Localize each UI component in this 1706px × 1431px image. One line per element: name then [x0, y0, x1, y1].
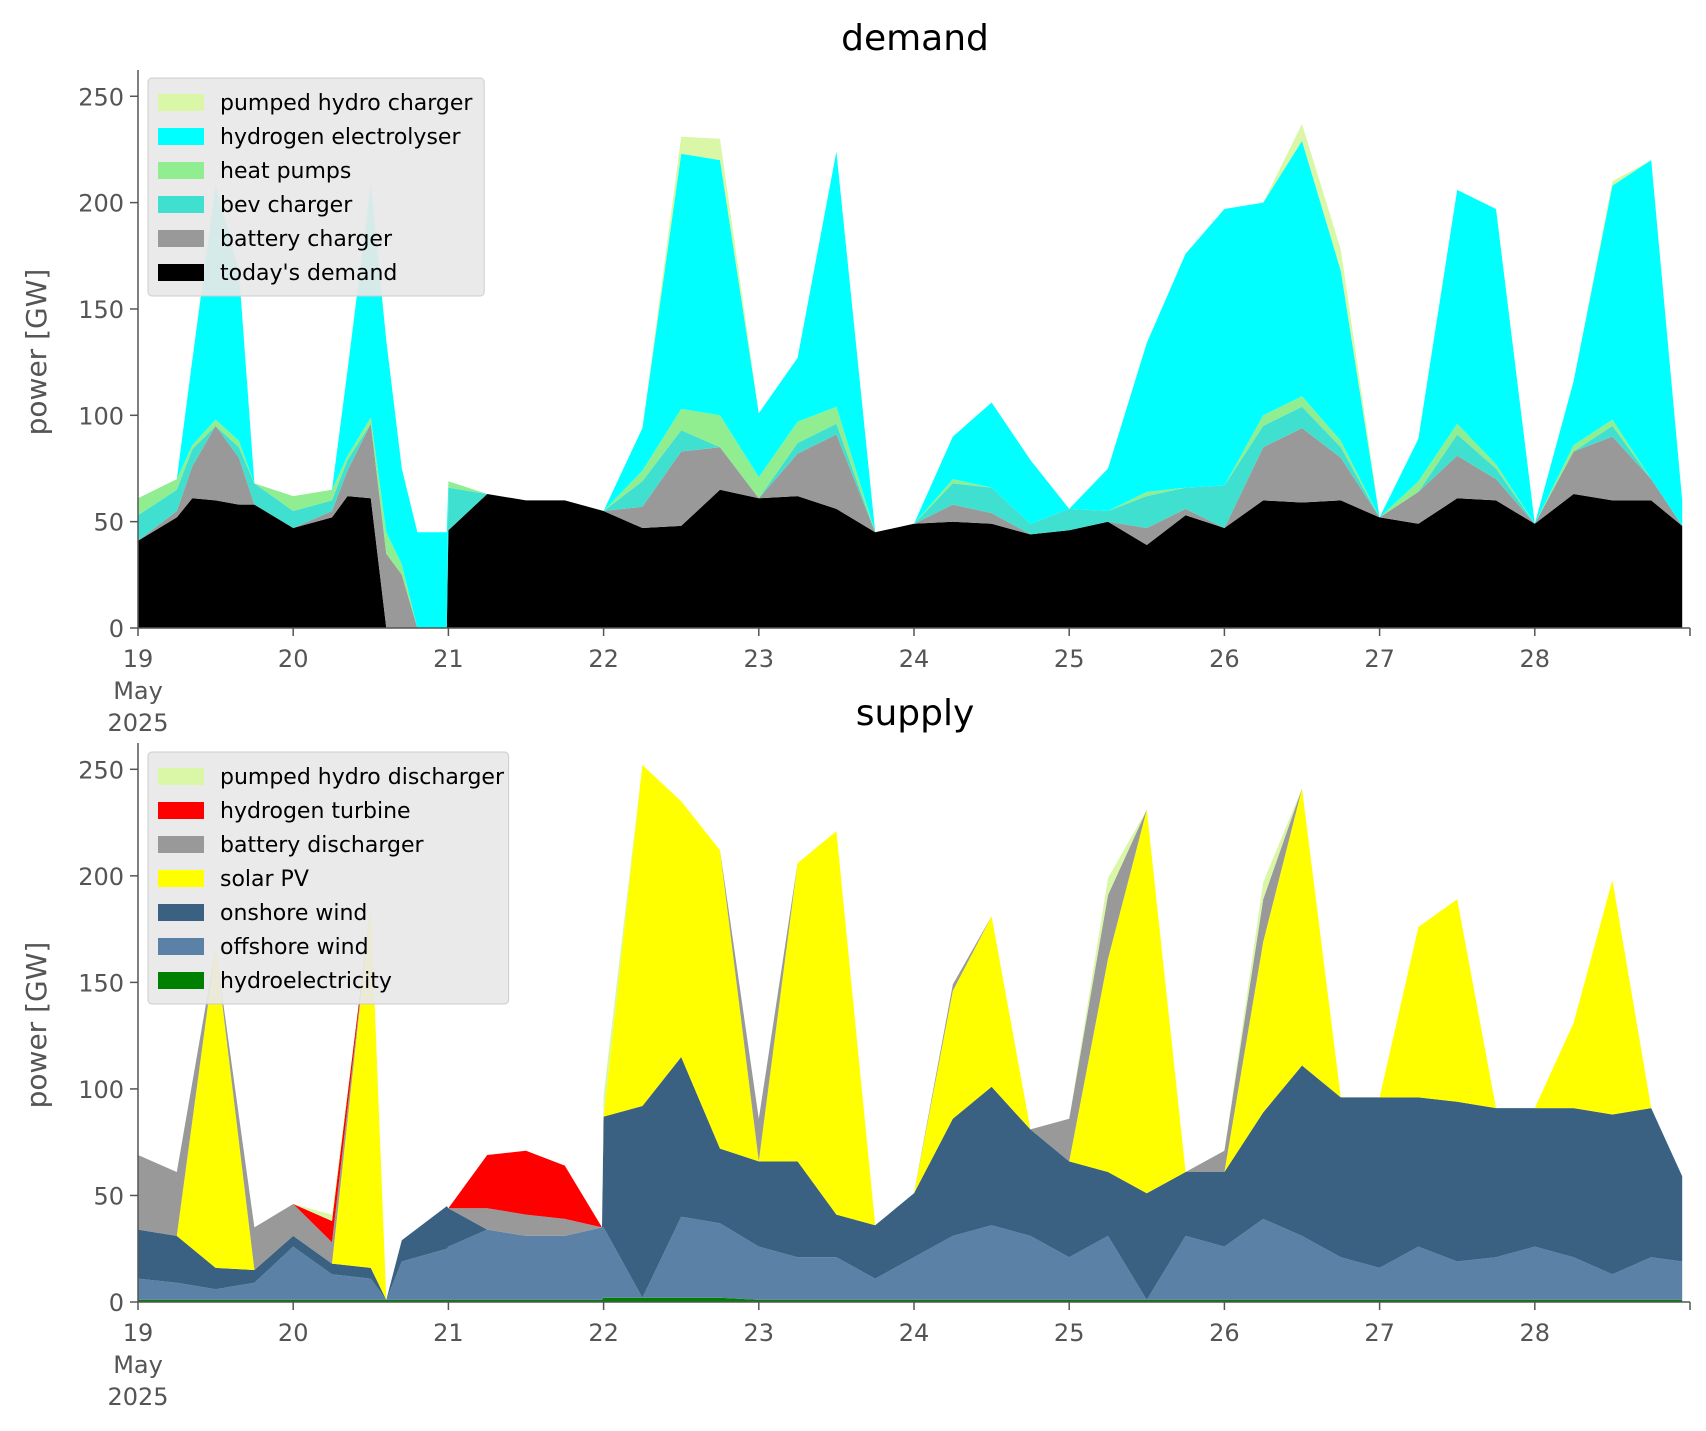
y-tick-label: 150: [78, 969, 124, 997]
legend-label-battery-discharger: battery discharger: [220, 833, 425, 858]
legend-label-pumped-hydro-charger: pumped hydro charger: [220, 91, 473, 116]
x-tick-label: 24: [899, 1319, 930, 1347]
x-tick-year: 2025: [107, 1383, 168, 1411]
legend-swatch-heat-pumps: [158, 162, 204, 179]
legend-swatch-hydrogen-turbine: [158, 802, 204, 819]
demand-panel: demand power [GW] 0 50 100 150 200 250 19 May 20…: [20, 18, 1691, 737]
supply-legend: pumped hydro discharger hydrogen turbine b…: [147, 751, 510, 1005]
legend-label-battery-charger: battery charger: [220, 227, 393, 252]
x-tick-label: 21: [433, 1319, 464, 1347]
legend-swatch-battery-charger: [158, 230, 204, 247]
y-tick-label: 150: [78, 296, 124, 324]
supply-panel: supply power [GW] 0 50 100 150 200 250 19 May 20…: [20, 693, 1691, 1411]
supply-chart-title: supply: [856, 693, 975, 734]
x-tick-label: 26: [1209, 1319, 1240, 1347]
y-tick-label: 250: [78, 83, 124, 111]
legend-label-bev-charger: bev charger: [220, 193, 353, 218]
x-tick-label: 25: [1054, 1319, 1085, 1347]
x-tick-label: 24: [899, 645, 930, 673]
x-tick-year: 2025: [107, 709, 168, 737]
x-tick-label: 22: [588, 1319, 619, 1347]
y-tick-label: 100: [78, 1076, 124, 1104]
x-tick-label: 25: [1054, 645, 1085, 673]
area-battery-charger: [138, 423, 1683, 628]
x-tick-month: May: [113, 677, 163, 705]
supply-areas: [138, 765, 1683, 1302]
y-tick-label: 100: [78, 402, 124, 430]
area-hydroelectricity: [138, 1297, 1683, 1302]
legend-label-offshore-wind: offshore wind: [220, 935, 369, 960]
demand-chart-title: demand: [841, 18, 989, 59]
y-tick-label: 200: [78, 190, 124, 218]
legend-label-solar-pv: solar PV: [220, 867, 309, 892]
x-tick-label: 28: [1520, 1319, 1551, 1347]
x-tick-month: May: [113, 1351, 163, 1379]
legend-swatch-hydroelectricity: [158, 972, 204, 989]
y-tick-label: 250: [78, 756, 124, 784]
demand-y-axis-label: power [GW]: [20, 269, 53, 436]
legend-swatch-hydrogen-electrolyser: [158, 128, 204, 145]
area-hydrogen-electrolyser: [138, 140, 1683, 628]
legend-label-heat-pumps: heat pumps: [220, 159, 351, 184]
area-hydrogen-turbine: [138, 765, 1683, 1300]
legend-swatch-bev-charger: [158, 196, 204, 213]
x-tick-label: 19: [123, 645, 154, 673]
demand-axes: 0 50 100 150 200 250 19 May 2025 20 21 22 23 24 25 26 27…: [78, 70, 1691, 737]
x-tick-label: 27: [1364, 645, 1395, 673]
legend-label-hydrogen-electrolyser: hydrogen electrolyser: [220, 125, 461, 150]
x-tick-label: 28: [1520, 645, 1551, 673]
legend-label-pumped-hydro-discharger: pumped hydro discharger: [220, 765, 505, 790]
x-tick-label: 23: [744, 1319, 775, 1347]
demand-areas: [138, 123, 1683, 628]
legend-swatch-onshore-wind: [158, 904, 204, 921]
legend-swatch-solar-pv: [158, 870, 204, 887]
x-tick-label: 23: [744, 645, 775, 673]
y-tick-label: 0: [109, 615, 124, 643]
area-today-s-demand: [138, 489, 1683, 628]
x-tick-label: 22: [588, 645, 619, 673]
legend-label-hydroelectricity: hydroelectricity: [220, 969, 392, 994]
y-tick-label: 50: [93, 509, 124, 537]
legend-label-today-s-demand: today's demand: [220, 261, 397, 286]
x-tick-label: 20: [278, 1319, 309, 1347]
x-tick-label: 19: [123, 1319, 154, 1347]
x-tick-label: 20: [278, 645, 309, 673]
y-tick-label: 50: [93, 1182, 124, 1210]
legend-swatch-offshore-wind: [158, 938, 204, 955]
legend-box: [147, 77, 485, 297]
demand-legend: pumped hydro charger hydrogen electrolyse…: [147, 77, 485, 297]
x-tick-label: 21: [433, 645, 464, 673]
y-tick-label: 200: [78, 863, 124, 891]
legend-label-onshore-wind: onshore wind: [220, 901, 367, 926]
legend-swatch-pumped-hydro-discharger: [158, 768, 204, 785]
y-tick-label: 0: [109, 1289, 124, 1317]
legend-swatch-battery-discharger: [158, 836, 204, 853]
area-solar-pv: [138, 765, 1683, 1300]
legend-label-hydrogen-turbine: hydrogen turbine: [220, 799, 411, 824]
x-tick-label: 26: [1209, 645, 1240, 673]
supply-axes: 0 50 100 150 200 250 19 May 2025 20 21 22 23 24 25 26 27…: [78, 743, 1691, 1411]
legend-box: [147, 751, 510, 1005]
area-offshore-wind: [138, 1216, 1683, 1300]
legend-swatch-today-s-demand: [158, 264, 204, 281]
x-tick-label: 27: [1364, 1319, 1395, 1347]
area-onshore-wind: [138, 1057, 1683, 1300]
legend-swatch-pumped-hydro-charger: [158, 94, 204, 111]
supply-y-axis-label: power [GW]: [20, 942, 53, 1109]
